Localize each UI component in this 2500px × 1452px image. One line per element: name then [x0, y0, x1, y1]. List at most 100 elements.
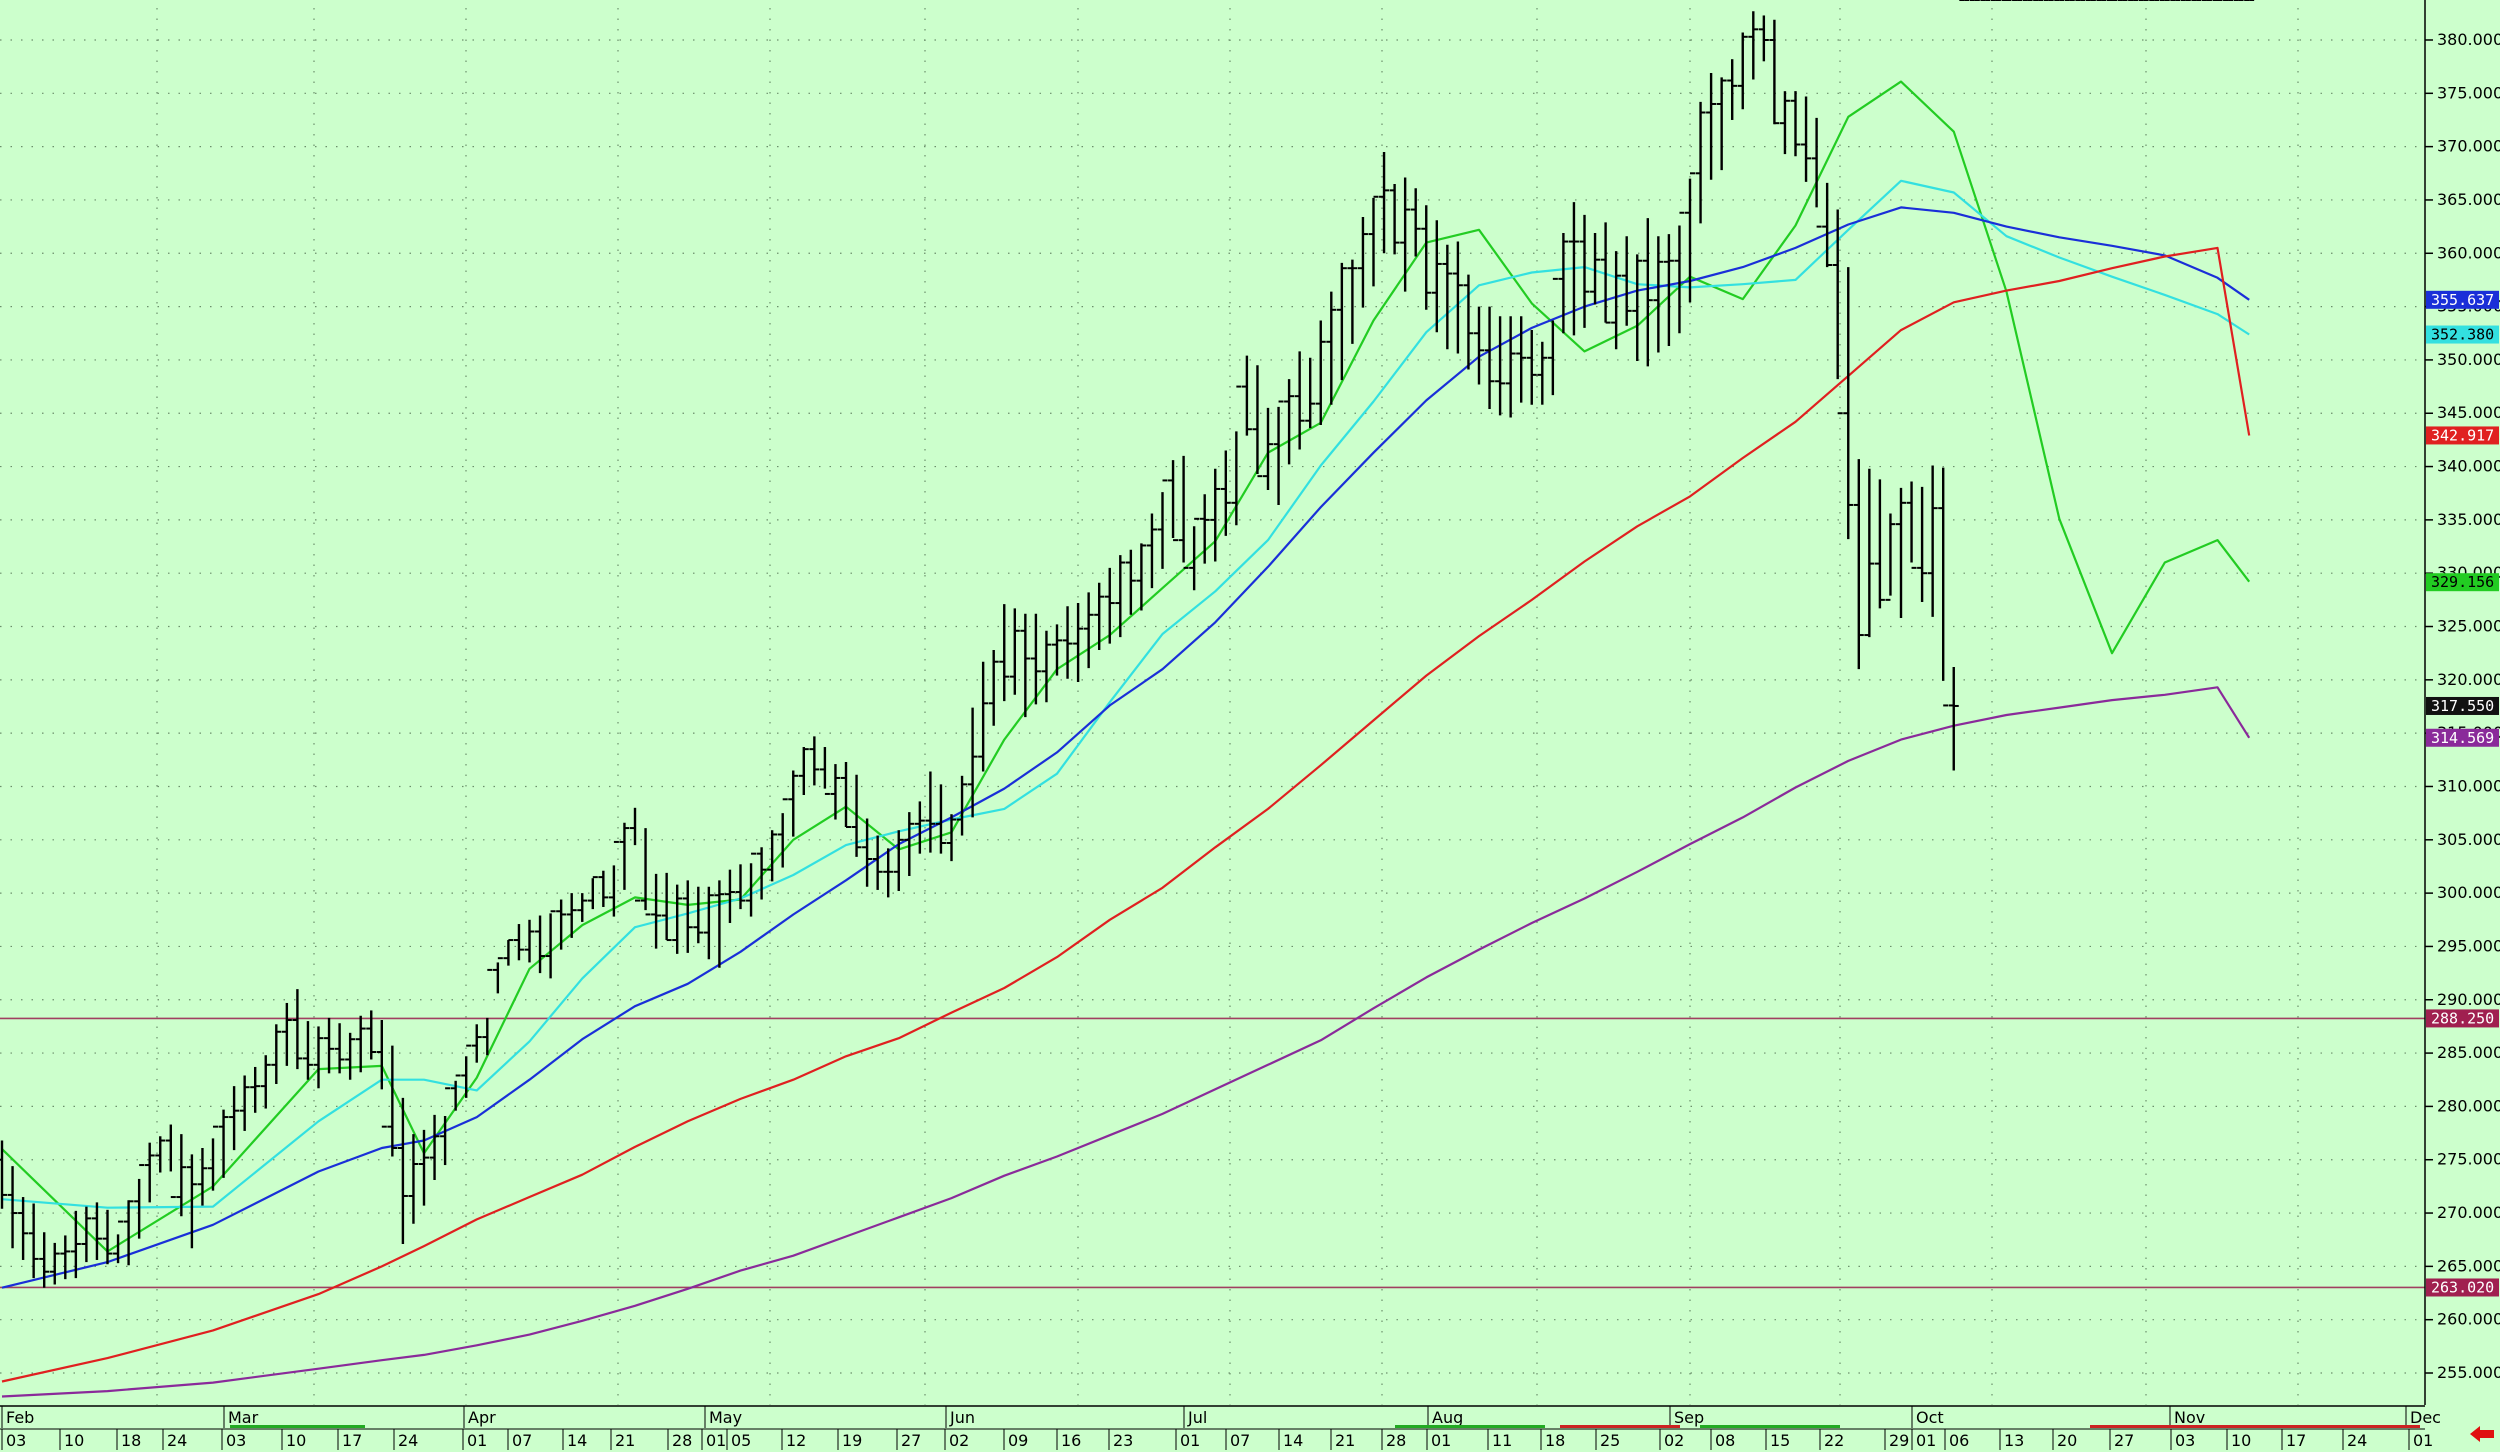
day-label: 24 [2347, 1431, 2367, 1450]
value-badge-bg [2426, 1278, 2499, 1297]
day-label: 28 [672, 1431, 692, 1450]
y-tick-label: 350.000 [2437, 350, 2500, 369]
y-tick-label: 265.000 [2437, 1256, 2500, 1275]
price-bar [81, 1206, 92, 1263]
price-bar [1094, 582, 1105, 650]
price-bar [1136, 543, 1147, 611]
month-label: Aug [1432, 1408, 1463, 1427]
y-tick-label: 255.000 [2437, 1363, 2500, 1382]
price-bar [1252, 365, 1263, 478]
day-label: 12 [786, 1431, 806, 1450]
price-bar [566, 893, 577, 938]
price-bar [492, 957, 503, 994]
day-label: 20 [2057, 1431, 2077, 1450]
price-bar [1009, 608, 1020, 695]
y-tick-label: 305.000 [2437, 830, 2500, 849]
date-band [230, 1425, 365, 1428]
price-bar [967, 707, 978, 818]
price-bar [260, 1055, 271, 1109]
price-bar [819, 747, 830, 795]
y-tick-label: 310.000 [2437, 776, 2500, 795]
price-bar [313, 1026, 324, 1089]
day-label: 01 [2413, 1431, 2433, 1450]
price-bar [440, 1087, 451, 1166]
price-bar [1758, 15, 1769, 62]
value-badge-bg [2426, 325, 2499, 344]
date-band [1700, 1425, 1840, 1428]
price-bar [1505, 316, 1516, 418]
day-label: 01 [1916, 1431, 1936, 1450]
price-bar [113, 1220, 124, 1264]
price-bar [1231, 385, 1242, 526]
price-bar [1357, 217, 1368, 308]
price-bar [281, 1002, 292, 1066]
y-tick-label: 320.000 [2437, 670, 2500, 689]
price-bar [229, 1086, 240, 1151]
price-bar [1832, 209, 1843, 415]
price-bar [735, 864, 746, 910]
date-axis: Feb Mar Apr May Jun Jul Aug Sep Oct Nov Dec 03 10 18 2… [0, 1405, 2500, 1452]
price-bar [155, 1136, 166, 1173]
day-label: 25 [1600, 1431, 1620, 1450]
value-badge-bg [2426, 573, 2499, 592]
value-badge-bg [2426, 728, 2499, 747]
price-bar [1653, 236, 1664, 353]
price-bar [1073, 603, 1084, 682]
price-bar [1368, 195, 1379, 287]
value-badge-bg [2426, 290, 2499, 309]
price-bar [239, 1075, 250, 1131]
moving-average-line-4 [1, 246, 2251, 1383]
day-label: 18 [1545, 1431, 1565, 1450]
price-bar [651, 873, 662, 949]
price-bar [1452, 241, 1463, 354]
price-bar [1389, 183, 1400, 255]
price-bar [324, 1017, 335, 1074]
day-label: 28 [1386, 1431, 1406, 1450]
day-label: 22 [1824, 1431, 1844, 1450]
day-label: 05 [731, 1431, 751, 1450]
day-label: 03 [6, 1431, 26, 1450]
day-label: 15 [1770, 1431, 1790, 1450]
price-bar [1801, 96, 1812, 182]
day-label: 24 [167, 1431, 187, 1450]
price-bar [70, 1210, 81, 1279]
value-badge: 317.550 [2426, 696, 2499, 715]
scroll-arrow-icon[interactable] [2470, 1426, 2494, 1442]
price-bar [482, 968, 493, 1056]
price-bar [682, 880, 693, 953]
price-bar [0, 1140, 7, 1209]
value-badge-label: 352.380 [2431, 326, 2494, 344]
price-bar [851, 774, 862, 857]
price-bar [91, 1202, 102, 1260]
price-bar [872, 835, 883, 890]
value-badge-label: 342.917 [2431, 426, 2494, 444]
price-bar [503, 939, 514, 966]
month-label: Oct [1916, 1408, 1944, 1427]
value-badge: 329.156 [2426, 573, 2499, 592]
price-bar [1347, 259, 1358, 344]
price-bar [1547, 277, 1558, 396]
price-bar [1421, 205, 1432, 310]
price-bar [1663, 234, 1674, 347]
price-bar [1474, 306, 1484, 385]
price-bar [1273, 400, 1284, 505]
day-label: 01 [1431, 1431, 1451, 1450]
price-bar [1948, 667, 1959, 771]
price-bar [1642, 218, 1653, 367]
price-bar [1558, 233, 1569, 334]
y-tick-label: 375.000 [2437, 83, 2500, 102]
price-bar [1305, 357, 1316, 429]
y-tick-label: 370.000 [2437, 137, 2500, 156]
price-bar [1052, 624, 1062, 676]
price-bar [724, 869, 735, 923]
price-bar [1938, 467, 1949, 707]
moving-average-line-5 [1, 686, 2251, 1398]
price-bar [1410, 188, 1421, 257]
y-tick-label: 360.000 [2437, 243, 2500, 262]
value-badge: 288.250 [2426, 1009, 2499, 1028]
price-bar [1695, 101, 1706, 224]
price-bar [535, 915, 546, 974]
price-bar [123, 1200, 134, 1266]
price-bar [60, 1235, 71, 1280]
